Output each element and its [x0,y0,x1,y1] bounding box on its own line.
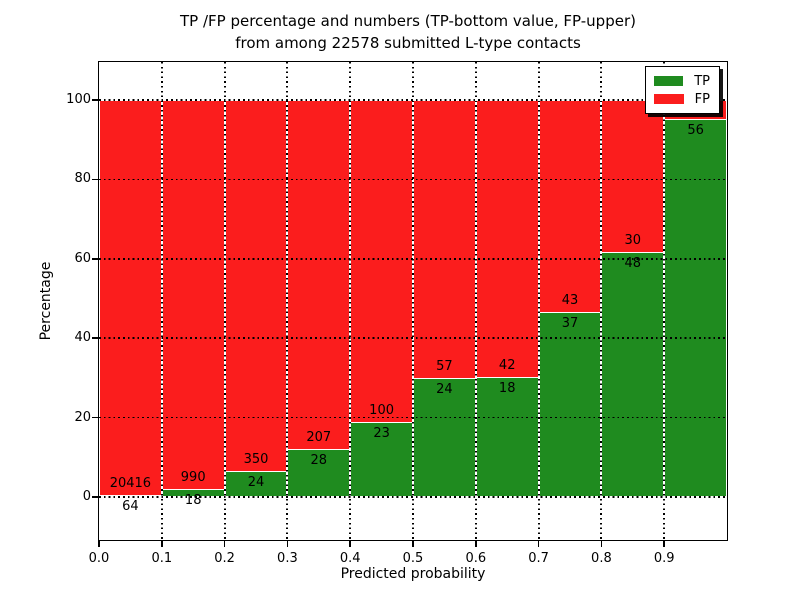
bar-fp-segment [224,100,288,472]
bar-value-label-fp: 42 [498,357,516,373]
horizontal-gridline [99,178,727,181]
x-tick-label: 0.5 [402,551,424,566]
x-axis-label: Predicted probability [340,566,486,582]
x-tick-label: 0.7 [528,551,549,566]
bar-tp-segment [224,471,288,497]
horizontal-gridline [99,496,727,498]
y-tick-mark [92,496,99,498]
vertical-gridline [349,62,352,540]
legend-label-fp: FP [694,91,710,107]
vertical-gridline [223,62,226,540]
x-tick-mark [663,540,665,547]
tp-swatch-icon [654,76,684,86]
x-tick-label: 0.0 [88,551,110,566]
bar-value-label-fp: 100 [369,402,394,418]
horizontal-gridline [99,337,727,339]
bar-value-label-tp: 37 [561,316,579,332]
vertical-gridline [663,62,666,540]
legend: TP FP [645,66,720,114]
y-tick-label: 80 [74,171,91,187]
bar-value-label-tp: 24 [436,382,453,398]
y-tick-label: 40 [74,330,91,346]
bar-tp-segment [287,449,351,497]
x-tick-label: 0.2 [214,551,235,566]
vertical-gridline [286,62,289,540]
bar-fp-segment [475,100,539,378]
fp-swatch-icon [654,94,684,104]
bar-tp-segment [475,377,539,497]
horizontal-gridline [99,99,727,101]
bar-value-label-fp: 30 [624,232,642,248]
bar-value-label-tp: 48 [624,255,642,271]
bar-fp-segment [287,100,351,450]
bar-fp-segment [161,100,225,490]
bar-fp-segment [538,100,602,314]
chart-title-line1: TP /FP percentage and numbers (TP-bottom… [180,12,636,30]
bar-value-label-tp: 24 [247,474,265,490]
y-tick-mark [92,178,99,181]
x-tick-label: 0.9 [653,551,675,566]
x-tick-mark [412,540,414,547]
bar-value-label-fp: 350 [243,451,269,467]
vertical-gridline [412,62,414,540]
bar-tp-segment [350,422,413,497]
x-tick-mark [286,540,289,547]
x-tick-mark [223,540,226,547]
x-tick-mark [349,540,351,547]
y-tick-label: 60 [74,250,91,266]
bar-tp-segment [664,120,727,497]
vertical-gridline [160,62,163,540]
chart-title: TP /FP percentage and numbers (TP-bottom… [0,10,800,54]
x-tick-mark [98,540,100,547]
y-tick-label: 20 [74,409,91,425]
bar-fp-segment [601,100,665,253]
bar-value-label-tp: 23 [373,425,390,441]
bar-value-label-tp: 18 [184,492,202,508]
y-tick-mark [92,258,99,260]
vertical-gridline [474,62,477,540]
bar-value-label-tp: 18 [498,380,516,396]
horizontal-gridline [99,258,727,260]
bar-tp-segment [601,252,665,497]
y-tick-mark [92,337,99,339]
vertical-gridline [600,62,603,540]
bar-value-label-fp: 20416 [109,475,152,491]
x-tick-label: 0.3 [277,551,298,566]
horizontal-gridline [99,416,727,419]
bar-value-label-fp: 57 [436,359,453,375]
bar-value-label-tp: 56 [687,123,704,139]
y-tick-label: 100 [66,92,91,107]
bar-value-label-fp: 43 [561,293,579,309]
x-tick-mark [161,540,163,547]
legend-label-tp: TP [694,73,710,89]
x-tick-label: 0.1 [151,551,173,566]
chart-title-line2: from among 22578 submitted L-type contac… [235,34,581,52]
y-tick-label: 0 [82,489,91,504]
legend-item-fp: FP [654,90,710,108]
x-tick-mark [475,540,477,547]
x-tick-mark [537,540,540,547]
legend-item-tp: TP [654,72,710,90]
vertical-gridline [537,62,540,540]
bar-value-label-fp: 207 [306,429,332,445]
y-axis-label: Percentage [38,261,54,341]
x-tick-label: 0.4 [339,551,361,566]
x-tick-label: 0.6 [465,551,487,566]
bar-tp-segment [538,313,602,497]
bar-value-label-tp: 28 [310,452,328,468]
bar-value-label-tp: 64 [122,498,139,514]
y-tick-mark [92,99,99,101]
y-tick-mark [92,416,99,419]
bar-fp-segment [99,100,162,496]
x-tick-label: 0.8 [591,551,612,566]
x-tick-mark [600,540,603,547]
bar-value-label-fp: 990 [180,469,206,485]
